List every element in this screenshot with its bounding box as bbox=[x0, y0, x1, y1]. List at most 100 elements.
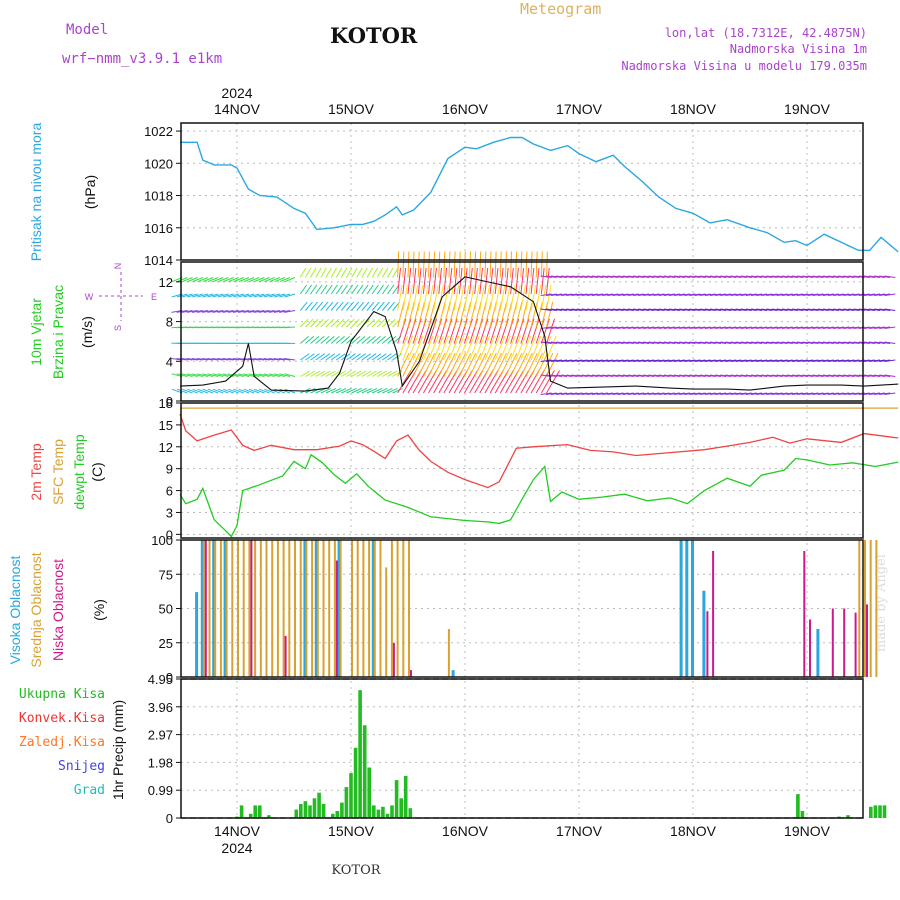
wind-barb bbox=[340, 336, 351, 344]
wind-barb bbox=[674, 275, 686, 278]
wind-barb bbox=[771, 293, 783, 296]
wind-barb bbox=[884, 308, 896, 311]
wind-barb bbox=[827, 374, 839, 377]
wind-barb bbox=[387, 387, 398, 394]
wind-barb bbox=[622, 308, 634, 311]
wind-barb bbox=[505, 335, 516, 361]
cloud-bar bbox=[219, 540, 222, 677]
wind-barb bbox=[279, 310, 291, 313]
precip-bar bbox=[340, 802, 344, 818]
wind-barb bbox=[720, 392, 732, 395]
wind-barb bbox=[463, 370, 478, 394]
wind-barb bbox=[232, 358, 244, 361]
precip-bar bbox=[846, 815, 850, 818]
wind-barb bbox=[525, 251, 528, 278]
wind-barb bbox=[858, 275, 870, 278]
cloud-bar bbox=[276, 540, 279, 677]
wind-barb bbox=[771, 341, 783, 344]
wind-barb bbox=[869, 374, 881, 377]
wind-barb bbox=[351, 387, 362, 394]
wind-barb bbox=[617, 359, 629, 362]
precip-bar bbox=[308, 805, 312, 818]
wind-barb bbox=[438, 352, 451, 377]
wind-barb bbox=[658, 308, 670, 311]
wind-barb bbox=[407, 370, 422, 394]
wind-barb bbox=[638, 341, 650, 344]
wind-barb bbox=[653, 392, 665, 395]
wind-barb bbox=[407, 251, 410, 278]
wind-barb bbox=[694, 392, 706, 395]
wind-barb bbox=[863, 275, 875, 278]
wind-barb bbox=[453, 301, 461, 328]
cloud-bar bbox=[265, 540, 268, 677]
wind-barb bbox=[182, 277, 193, 283]
wind-barb bbox=[627, 308, 639, 311]
wind-barb bbox=[340, 301, 349, 311]
precip-legend-label: Zaledj.Kisa bbox=[19, 735, 105, 750]
wind-barb bbox=[653, 308, 665, 311]
wind-barb bbox=[730, 374, 742, 377]
wind-barb bbox=[709, 341, 721, 344]
precip-bar bbox=[800, 811, 805, 818]
wind-barb bbox=[591, 359, 603, 362]
wind-barb bbox=[720, 341, 732, 344]
wind-barb bbox=[612, 275, 624, 278]
wind-barb bbox=[453, 268, 458, 295]
wind-barb bbox=[402, 335, 414, 361]
wind-barb bbox=[761, 392, 773, 395]
wind-barb bbox=[602, 374, 614, 377]
wind-barb bbox=[412, 268, 417, 295]
wind-barb bbox=[694, 308, 706, 311]
wind-barb bbox=[709, 392, 721, 395]
wind-barb bbox=[591, 374, 603, 377]
wind-barb bbox=[479, 318, 489, 344]
wind-barb bbox=[243, 310, 255, 313]
wind-barb bbox=[463, 301, 472, 328]
wind-barb bbox=[786, 374, 798, 377]
wind-barb bbox=[602, 326, 614, 329]
wind-barb bbox=[781, 392, 793, 395]
wind-barb bbox=[576, 293, 588, 296]
wind-barb bbox=[858, 359, 870, 362]
wind-barb bbox=[458, 301, 467, 328]
wind-barb bbox=[217, 358, 229, 361]
cloud-bar bbox=[339, 540, 342, 677]
wind-barb bbox=[212, 277, 224, 283]
wind-barb bbox=[638, 374, 650, 377]
wind-barb bbox=[745, 275, 757, 278]
precip-legend-label: Konvek.Kisa bbox=[19, 711, 105, 726]
wind-barb bbox=[663, 308, 675, 311]
wind-barb bbox=[222, 293, 234, 298]
pressure-ylabel: Pritisak na nivou mora bbox=[28, 123, 44, 262]
wind-barb bbox=[848, 341, 860, 344]
cloud-bar bbox=[854, 612, 857, 677]
wind-barb bbox=[217, 373, 229, 377]
cloud-bar bbox=[809, 619, 811, 677]
cloud-bar bbox=[831, 608, 834, 677]
wind-barb bbox=[658, 392, 670, 395]
wind-barb bbox=[186, 293, 198, 298]
temperature-ytick-label: 18 bbox=[159, 396, 173, 411]
wind-barb bbox=[674, 341, 686, 344]
wind-barb bbox=[181, 310, 193, 313]
clouds-ytick-label: 100 bbox=[151, 533, 173, 548]
wind-barb bbox=[530, 352, 543, 377]
wind-barb bbox=[668, 341, 680, 344]
precip-legend-label: Snijeg bbox=[58, 759, 105, 774]
wind-barb bbox=[284, 358, 296, 361]
wind-barb bbox=[463, 352, 477, 377]
wind-barb bbox=[781, 359, 793, 362]
wind-barb bbox=[622, 392, 634, 395]
wind-barb bbox=[684, 359, 696, 362]
wind-barb bbox=[756, 308, 768, 311]
wind-barb bbox=[458, 318, 468, 344]
wind-barb bbox=[874, 326, 886, 329]
wind-barb bbox=[417, 284, 424, 311]
clouds-ytick-label: 50 bbox=[159, 602, 173, 617]
cloud-bar bbox=[316, 540, 319, 677]
wind-barb bbox=[576, 374, 588, 377]
wind-barb bbox=[330, 370, 341, 377]
wind-barb bbox=[269, 277, 280, 283]
wind-barb bbox=[869, 293, 881, 296]
wind-barb bbox=[248, 277, 260, 283]
